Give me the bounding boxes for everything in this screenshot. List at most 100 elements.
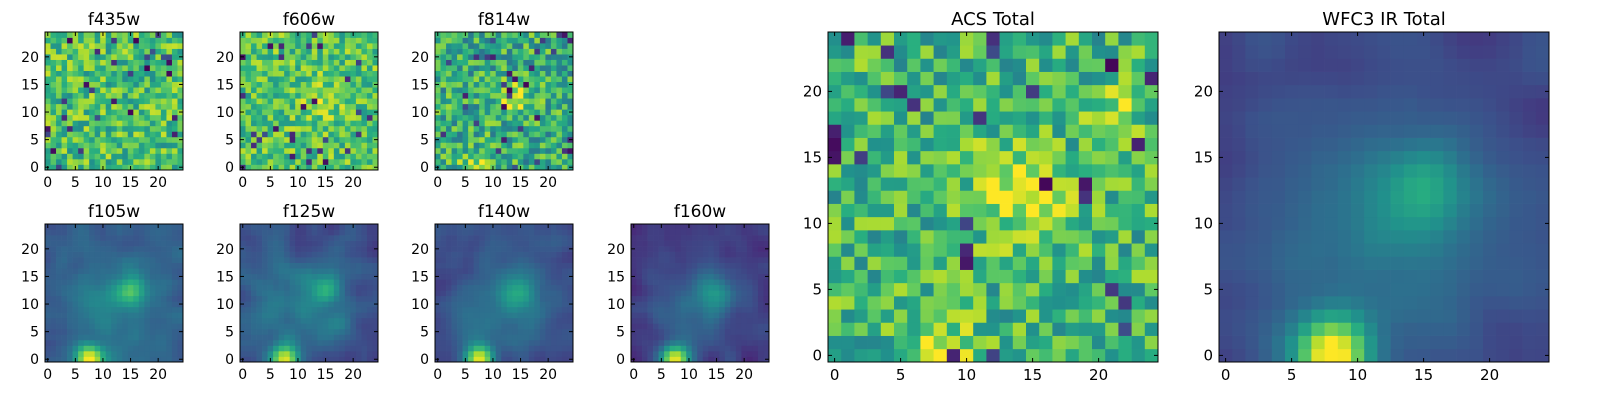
heatmap-cell xyxy=(631,263,637,269)
heatmap-cell xyxy=(301,164,307,170)
heatmap-cell xyxy=(339,109,345,115)
heatmap-cell xyxy=(642,351,648,357)
heatmap-cell xyxy=(457,76,463,82)
heatmap-cell xyxy=(501,290,507,296)
heatmap-cell xyxy=(361,290,367,296)
heatmap-cell xyxy=(1105,349,1119,363)
heatmap-cell xyxy=(334,137,340,143)
heatmap-cell xyxy=(540,274,546,280)
heatmap-cell xyxy=(441,312,447,318)
heatmap-cell xyxy=(664,285,670,291)
heatmap-cell xyxy=(518,104,524,110)
heatmap-cell xyxy=(306,93,312,99)
heatmap-cell xyxy=(317,109,323,115)
heatmap-cell xyxy=(246,164,252,170)
heatmap-cell xyxy=(534,115,540,121)
heatmap-cell xyxy=(56,164,62,170)
heatmap-cell xyxy=(692,246,698,252)
heatmap-cell xyxy=(78,340,84,346)
heatmap-cell xyxy=(556,54,562,60)
heatmap-cell xyxy=(312,120,318,126)
heatmap-cell xyxy=(567,345,573,351)
heatmap-cell xyxy=(279,274,285,280)
heatmap-cell xyxy=(485,93,491,99)
heatmap-cell xyxy=(312,285,318,291)
heatmap-cell xyxy=(144,65,150,71)
heatmap-cell xyxy=(361,43,367,49)
heatmap-cell xyxy=(708,285,714,291)
heatmap-cell xyxy=(312,38,318,44)
heatmap-cell xyxy=(73,323,79,329)
heatmap-cell xyxy=(556,115,562,121)
heatmap-cell xyxy=(490,301,496,307)
heatmap-cell xyxy=(1105,164,1119,178)
heatmap-cell xyxy=(128,301,134,307)
heatmap-cell xyxy=(1039,322,1053,336)
heatmap-cell xyxy=(446,356,452,362)
heatmap-cell xyxy=(78,312,84,318)
heatmap-cell xyxy=(496,148,502,154)
heatmap-cell xyxy=(323,115,329,121)
heatmap-cell xyxy=(172,115,178,121)
heatmap-cell xyxy=(257,235,263,241)
heatmap-cell xyxy=(122,252,128,258)
heatmap-cell xyxy=(758,312,764,318)
heatmap-cell xyxy=(268,340,274,346)
heatmap-cell xyxy=(306,246,312,252)
heatmap-cell xyxy=(161,241,167,247)
heatmap-cell xyxy=(133,65,139,71)
heatmap-cell xyxy=(128,142,134,148)
heatmap-cell xyxy=(246,351,252,357)
heatmap-cell xyxy=(356,142,362,148)
heatmap-cell xyxy=(95,296,101,302)
heatmap-cell xyxy=(56,159,62,165)
heatmap-cell xyxy=(51,82,57,88)
heatmap-cell xyxy=(474,235,480,241)
heatmap-cell xyxy=(144,356,150,362)
heatmap-cell xyxy=(446,257,452,263)
heatmap-cell xyxy=(78,60,84,66)
heatmap-cell xyxy=(474,356,480,362)
heatmap-cell xyxy=(670,301,676,307)
heatmap-cell xyxy=(262,104,268,110)
heatmap-cell xyxy=(907,177,921,191)
heatmap-cell xyxy=(166,241,172,247)
heatmap-cell xyxy=(268,241,274,247)
heatmap-cell xyxy=(474,159,480,165)
heatmap-cell xyxy=(128,257,134,263)
heatmap-cell xyxy=(675,285,681,291)
heatmap-cell xyxy=(56,120,62,126)
heatmap-cell xyxy=(251,87,257,93)
heatmap-cell xyxy=(84,98,90,104)
heatmap-cell xyxy=(534,87,540,93)
heatmap-cell xyxy=(56,65,62,71)
heatmap-cell xyxy=(161,87,167,93)
heatmap-cell xyxy=(741,235,747,241)
heatmap-cell xyxy=(273,301,279,307)
heatmap-cell xyxy=(290,318,296,324)
heatmap-cell xyxy=(78,137,84,143)
heatmap-cell xyxy=(631,235,637,241)
heatmap-cell xyxy=(714,296,720,302)
heatmap-cell xyxy=(828,296,842,310)
heatmap-cell xyxy=(686,230,692,236)
heatmap-cell xyxy=(301,290,307,296)
heatmap-cell xyxy=(463,345,469,351)
heatmap-cell xyxy=(251,153,257,159)
heatmap-cell xyxy=(512,131,518,137)
heatmap-cell xyxy=(117,290,123,296)
heatmap-cell xyxy=(345,252,351,258)
heatmap-cell xyxy=(150,323,156,329)
heatmap-cell xyxy=(741,290,747,296)
heatmap-cell xyxy=(529,87,535,93)
heatmap-cell xyxy=(934,190,948,204)
heatmap-cell xyxy=(763,323,769,329)
heatmap-cell xyxy=(881,283,895,297)
heatmap-cell xyxy=(89,252,95,258)
heatmap-cell xyxy=(567,241,573,247)
heatmap-cell xyxy=(279,290,285,296)
heatmap-cell xyxy=(339,93,345,99)
heatmap-cell xyxy=(273,241,279,247)
heatmap-cell xyxy=(345,345,351,351)
